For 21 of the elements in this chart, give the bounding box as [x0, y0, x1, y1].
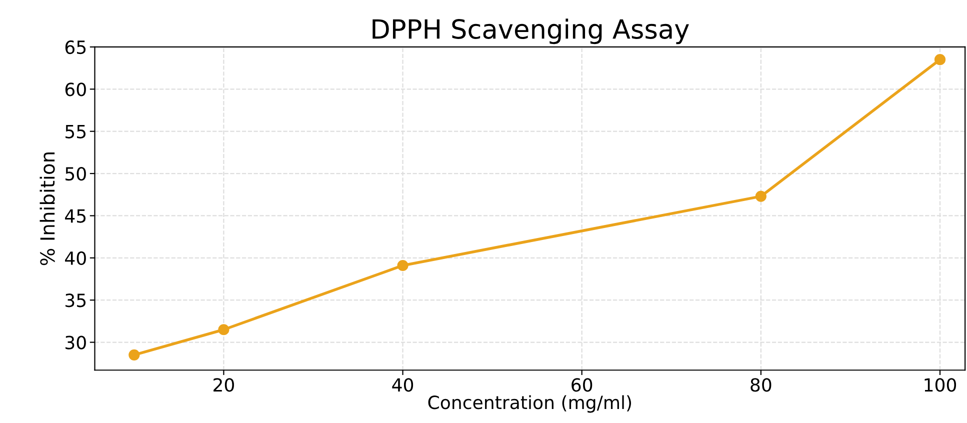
chart-title: DPPH Scavenging Assay [372, 18, 689, 44]
y-tick-label: 60 [65, 82, 86, 96]
point [218, 324, 230, 336]
y-axis-title: % Inhibition [40, 152, 55, 266]
point [128, 349, 140, 360]
y-tick-label: 65 [65, 40, 86, 54]
y-tick-label: 35 [66, 294, 86, 308]
point [397, 260, 408, 272]
y-tick-label: 40 [65, 251, 86, 266]
x-tick-label: 80 [750, 378, 772, 392]
x-tick-label: 100 [924, 378, 956, 392]
y-tick-label: 45 [65, 209, 86, 223]
point [934, 54, 946, 66]
y-tick-label: 30 [66, 336, 86, 350]
x-tick-label: 20 [214, 378, 234, 392]
x-tick-label: 40 [392, 378, 414, 392]
point [755, 190, 766, 202]
y-tick-label: 50 [66, 166, 86, 181]
x-tick-label: 60 [572, 378, 592, 392]
x-axis-title: Concentration (mg/ml) [428, 395, 632, 413]
y-tick-label: 55 [66, 125, 86, 138]
